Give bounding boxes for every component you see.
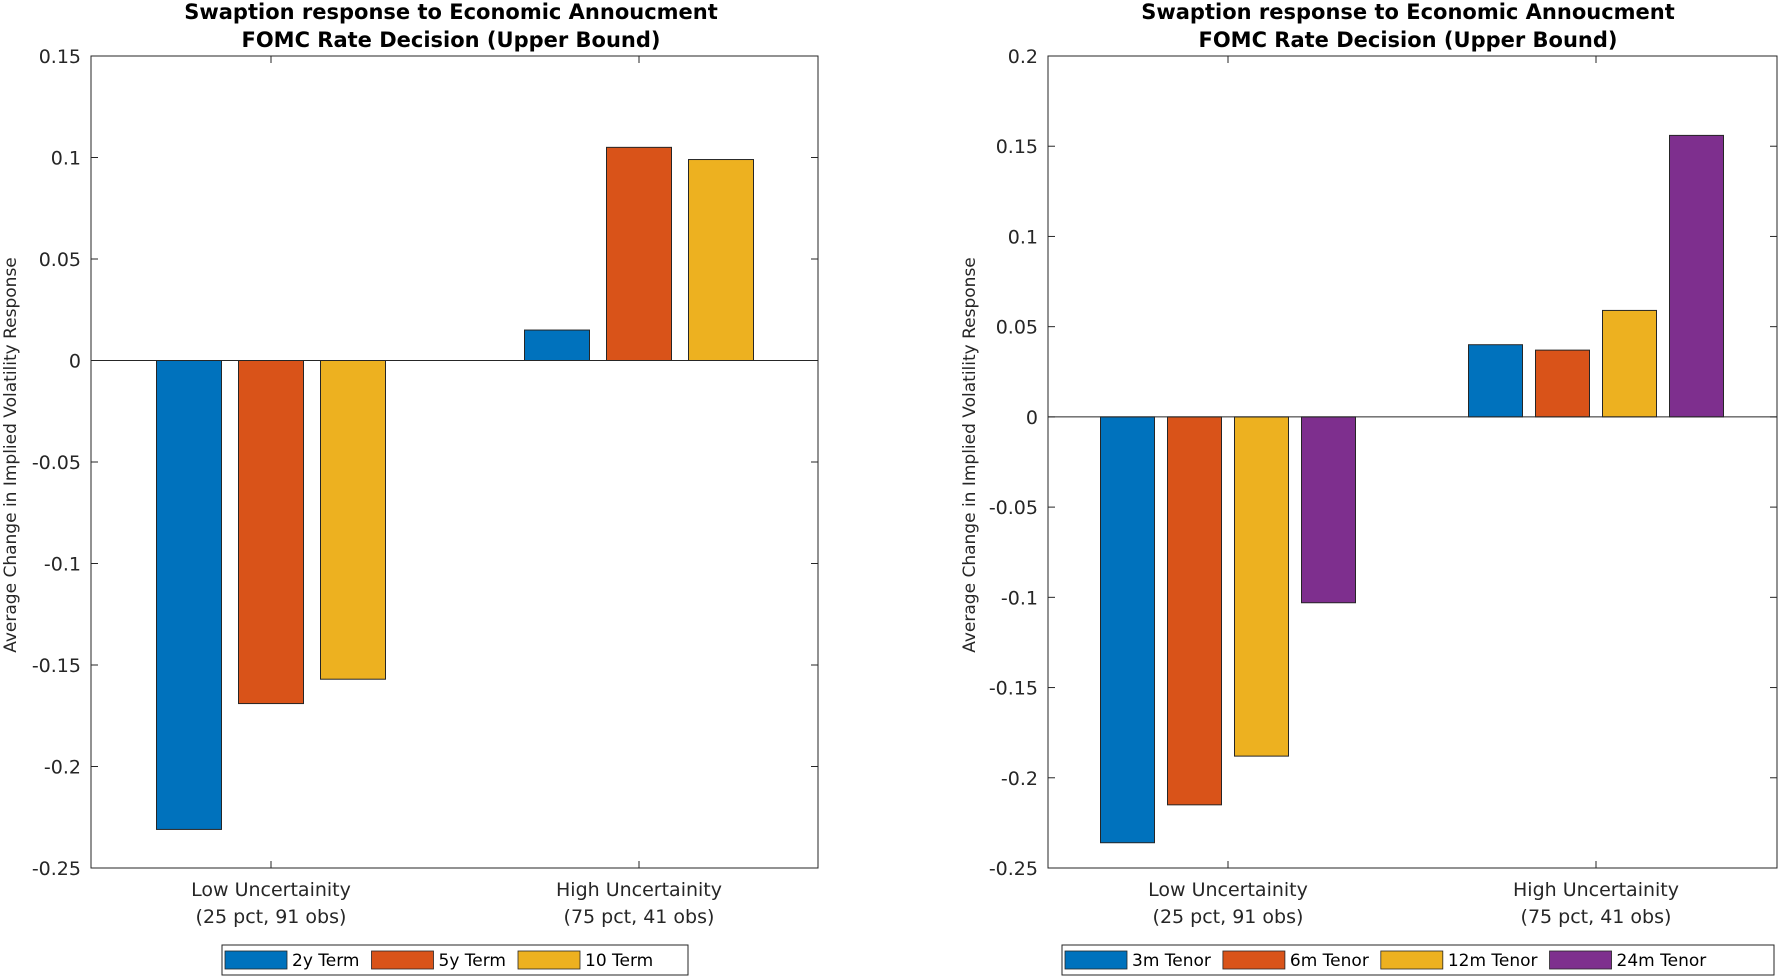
category-label-high: High Uncertainity [556,879,722,901]
legend-item-24m-tenor: 24m Tenor [1549,950,1707,971]
y-tick-label: -0.1 [1001,587,1038,609]
bars [1100,134,1724,844]
y-tick-label: 0.1 [1008,226,1038,248]
x-ticks [270,56,640,868]
bar-10-term-low [320,360,386,680]
axes-box [1047,55,1778,869]
y-axis-label: Average Change in Implied Volatility Res… [1,257,21,653]
category-labels: Low Uncertainity (25 pct, 91 obs) High U… [1148,879,1679,928]
y-tick-label: 0 [1026,407,1038,429]
legend-label: 24m Tenor [1617,951,1707,971]
chart-title-line-2: FOMC Rate Decision (Upper Bound) [1198,28,1617,52]
x-ticks [1227,56,1597,868]
y-tick-label: -0.1 [44,554,81,576]
legend-item-3m-tenor: 3m Tenor [1064,950,1211,971]
legend-label: 12m Tenor [1448,951,1538,971]
legend-label: 5y Term [439,951,507,971]
bar-5y-term-high [606,146,672,361]
legend-swatch [1380,950,1444,970]
legend-label: 6m Tenor [1290,951,1369,971]
legend-item-10-term: 10 Term [517,950,653,971]
y-tick-label: -0.25 [989,858,1038,880]
y-tick-label: 0.1 [51,148,81,170]
legend-swatch [371,950,434,970]
y-tick-label: 0.15 [996,136,1038,158]
legend: 2y Term 5y Term 10 Term [221,944,689,976]
y-tick-label: 0.2 [1008,46,1038,68]
legend-swatch [1549,950,1612,970]
category-label-low: Low Uncertainity [191,879,351,901]
bar-24m-tenor-high [1669,134,1724,418]
chart-title-line-1: Swaption response to Economic Annoucment [184,0,718,24]
y-tick-label: -0.2 [1001,768,1038,790]
legend-swatch [517,950,581,970]
y-axis-label: Average Change in Implied Volatility Res… [960,257,980,653]
chart-title-line-1: Swaption response to Economic Annoucment [1141,0,1675,24]
y-tick-label: 0.05 [39,249,81,271]
bar-3m-tenor-high [1468,344,1523,418]
bar-3m-tenor-low [1100,416,1155,844]
legend: 3m Tenor 6m Tenor 12m Tenor 24m Tenor [1061,944,1775,976]
legend-swatch [224,950,288,970]
legend-swatch [1064,950,1128,970]
bar-6m-tenor-low [1167,416,1222,806]
y-tick-label: -0.15 [989,678,1038,700]
axes-box [90,55,819,869]
legend-item-5y-term: 5y Term [371,950,507,971]
y-tick-label: 0 [69,351,81,373]
y-tick-label: -0.05 [32,452,81,474]
bar-2y-term-low [156,360,222,830]
legend-label: 3m Tenor [1132,951,1211,971]
y-tick-label: 0.15 [39,46,81,68]
chart-left: Swaption response to Economic Annoucment… [1,0,819,976]
legend-item-6m-tenor: 6m Tenor [1222,950,1369,971]
bar-12m-tenor-high [1602,309,1657,418]
y-tick-label: -0.2 [44,757,81,779]
bar-5y-term-low [238,360,304,705]
legend-item-12m-tenor: 12m Tenor [1380,950,1538,971]
category-sublabel-low: (25 pct, 91 obs) [1153,906,1304,928]
y-tick-label: -0.15 [32,655,81,677]
legend-box [221,944,689,976]
legend-swatch [1222,950,1286,970]
y-ticks: -0.25 -0.2 -0.15 -0.1 -0.05 0 0.05 0.1 0.15 0.2 [989,46,1777,880]
category-label-low: Low Uncertainity [1148,879,1308,901]
y-tick-label: 0.05 [996,317,1038,339]
category-labels: Low Uncertainity (25 pct, 91 obs) High U… [191,879,722,928]
bar-10-term-high [688,159,754,361]
y-tick-label: -0.05 [989,497,1038,519]
legend-label: 2y Term [292,951,360,971]
bar-24m-tenor-low [1301,416,1356,604]
legend-item-2y-term: 2y Term [224,950,360,971]
legend-label: 10 Term [585,951,653,971]
category-sublabel-high: (75 pct, 41 obs) [564,906,715,928]
chart-title-line-2: FOMC Rate Decision (Upper Bound) [241,28,660,52]
category-sublabel-high: (75 pct, 41 obs) [1521,906,1672,928]
bars [156,146,754,830]
chart-right: Swaption response to Economic Annoucment… [960,0,1778,976]
bar-6m-tenor-high [1535,349,1590,418]
y-tick-label: -0.25 [32,858,81,880]
bar-2y-term-high [524,329,590,361]
bar-12m-tenor-low [1234,416,1289,757]
y-ticks: -0.25 -0.2 -0.15 -0.1 -0.05 0 0.05 0.1 0.15 [32,46,818,880]
category-sublabel-low: (25 pct, 91 obs) [196,906,347,928]
category-label-high: High Uncertainity [1513,879,1679,901]
